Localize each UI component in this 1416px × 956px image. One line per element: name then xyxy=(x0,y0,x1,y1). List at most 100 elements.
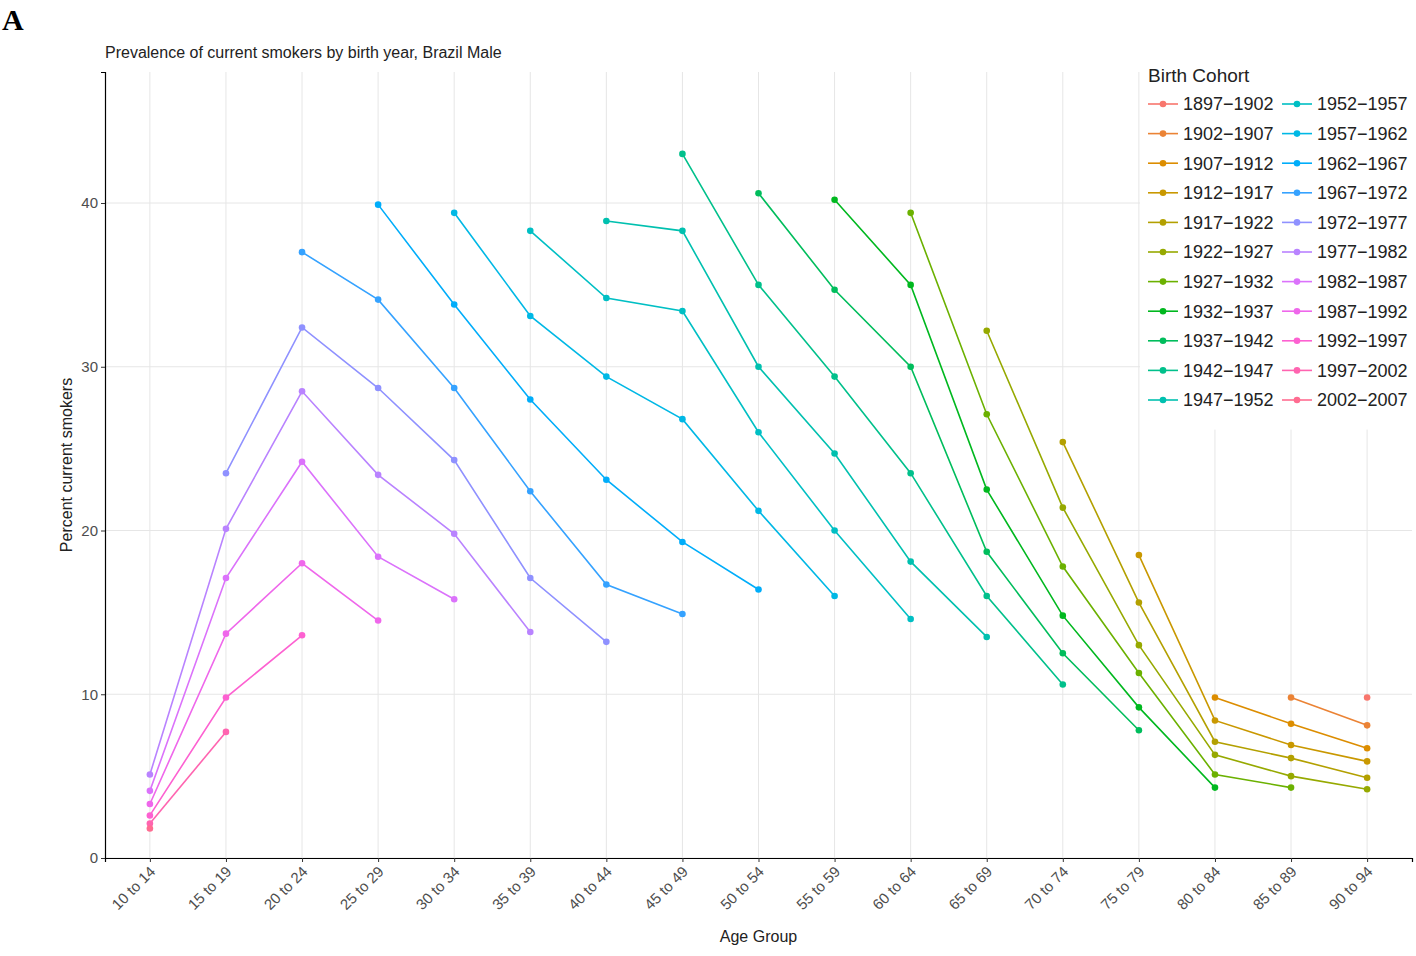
x-tick-mark xyxy=(682,858,683,862)
x-tick-label: 65 to 69 xyxy=(945,863,995,913)
series xyxy=(755,190,1142,734)
legend-item: 1997−2002 xyxy=(1282,361,1408,381)
x-tick: 70 to 74 xyxy=(1021,858,1071,913)
series xyxy=(1288,694,1371,728)
legend-key-point xyxy=(1294,190,1301,197)
series-line xyxy=(682,154,1062,685)
series xyxy=(1136,552,1371,765)
series-point xyxy=(831,373,838,380)
y-tick-mark xyxy=(101,367,105,368)
series-point xyxy=(983,411,990,418)
legend-item: 1952−1957 xyxy=(1282,94,1408,114)
panel-label: A xyxy=(2,3,24,36)
series-point xyxy=(1364,694,1371,701)
x-tick-label: 35 to 39 xyxy=(489,863,539,913)
series-point xyxy=(147,771,154,778)
legend-label: 1967−1972 xyxy=(1317,183,1408,203)
series-point xyxy=(831,196,838,203)
y-axis-title: Percent current smokers xyxy=(58,378,75,552)
x-tick-label: 50 to 54 xyxy=(717,863,767,913)
series-point xyxy=(1288,742,1295,749)
legend-label: 1932−1937 xyxy=(1183,302,1274,322)
grid xyxy=(105,72,1412,858)
grid-line-x xyxy=(530,72,531,858)
x-tick: 45 to 49 xyxy=(641,858,691,913)
legend-key-point xyxy=(1294,219,1301,226)
legend-key-point xyxy=(1294,249,1301,256)
legend-label: 1912−1917 xyxy=(1183,183,1274,203)
series-point xyxy=(603,218,610,225)
series-point xyxy=(679,151,686,158)
series xyxy=(603,218,990,641)
y-tick-label: 40 xyxy=(81,194,98,211)
legend-item: 1942−1947 xyxy=(1148,361,1274,381)
series-line xyxy=(987,331,1367,789)
series-point xyxy=(147,812,154,819)
series-point xyxy=(375,553,382,560)
series-line xyxy=(1139,555,1367,761)
x-tick-mark xyxy=(1215,858,1216,862)
y-tick-mark xyxy=(101,531,105,532)
series-point xyxy=(679,308,686,315)
x-tick: 35 to 39 xyxy=(489,858,539,913)
series xyxy=(299,249,686,617)
series-point xyxy=(223,575,230,582)
legend-key-point xyxy=(1160,160,1167,167)
y-tick: 20 xyxy=(81,522,105,539)
series xyxy=(147,729,230,827)
series-line xyxy=(150,635,302,815)
y-tick-mark xyxy=(101,694,105,695)
series-point xyxy=(1060,439,1067,446)
series-point xyxy=(527,488,534,495)
x-tick-label: 90 to 94 xyxy=(1325,863,1375,913)
series-point xyxy=(755,429,762,436)
series-point xyxy=(1364,774,1371,781)
series-point xyxy=(1364,758,1371,765)
chart: APrevalence of current smokers by birth … xyxy=(0,0,1416,956)
series-point xyxy=(603,639,610,646)
series-point xyxy=(907,616,914,623)
legend-label: 1907−1912 xyxy=(1183,154,1274,174)
legend-label: 1897−1902 xyxy=(1183,94,1274,114)
series-line xyxy=(150,732,226,824)
grid-line-x xyxy=(834,72,835,858)
x-tick: 60 to 64 xyxy=(869,858,919,913)
x-tick-mark xyxy=(226,858,227,862)
legend-label: 1922−1927 xyxy=(1183,242,1274,262)
legend-item: 2002−2007 xyxy=(1282,390,1408,410)
series xyxy=(1364,694,1371,701)
legend-item: 1982−1987 xyxy=(1282,272,1408,292)
x-tick-label: 75 to 79 xyxy=(1097,863,1147,913)
legend-item: 1967−1972 xyxy=(1282,183,1408,203)
x-tick-mark xyxy=(378,858,379,862)
series-point xyxy=(375,472,382,479)
series-point xyxy=(1060,681,1067,688)
grid-line-x xyxy=(682,72,683,858)
grid-line-x xyxy=(1138,72,1139,858)
x-tick-label: 15 to 19 xyxy=(184,863,234,913)
series xyxy=(147,388,534,778)
grid-line-x xyxy=(225,72,226,858)
legend-key-point xyxy=(1294,101,1301,108)
legend-item: 1922−1927 xyxy=(1148,242,1274,262)
x-tick: 90 to 94 xyxy=(1325,858,1375,913)
x-tick: 10 to 14 xyxy=(108,858,158,913)
series-point xyxy=(1136,599,1143,606)
x-tick-mark xyxy=(1139,858,1140,862)
series-point xyxy=(1288,694,1295,701)
series-point xyxy=(983,327,990,334)
series-point xyxy=(147,825,154,832)
series xyxy=(1212,694,1371,751)
series-point xyxy=(907,558,914,565)
grid-line-x xyxy=(606,72,607,858)
x-tick: 30 to 34 xyxy=(412,858,462,913)
series-point xyxy=(147,788,154,795)
legend-key-point xyxy=(1160,101,1167,108)
series-line xyxy=(150,391,530,774)
series xyxy=(679,151,1066,688)
series-point xyxy=(527,575,534,582)
legend-key-point xyxy=(1294,338,1301,345)
series-line xyxy=(150,563,378,804)
legend-label: 1982−1987 xyxy=(1317,272,1408,292)
series-point xyxy=(1060,504,1067,511)
